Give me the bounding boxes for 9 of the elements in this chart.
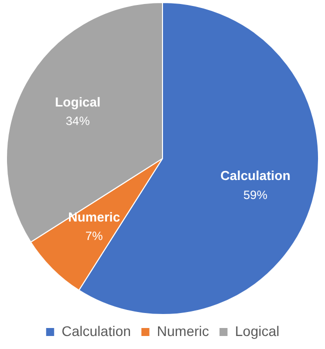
data-label: 7% [85, 229, 104, 244]
legend-label: Calculation [62, 322, 131, 339]
slice-label: Logical [54, 94, 100, 110]
data-label: 59% [243, 188, 268, 202]
legend-label: Numeric [156, 322, 210, 339]
slice-label: Calculation [220, 168, 290, 184]
data-label: 34% [66, 114, 90, 128]
slice-label: Numeric [68, 209, 120, 224]
legend-label: Logical [235, 322, 280, 339]
